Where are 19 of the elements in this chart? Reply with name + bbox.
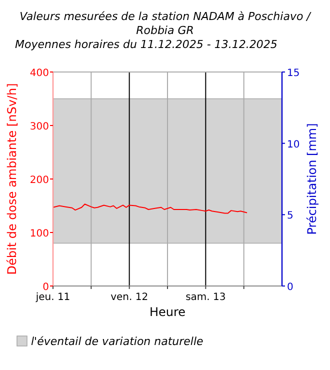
chart-subtitle: Moyennes horaires du 11.12.2025 - 13.12.2025 xyxy=(15,38,278,51)
y-tick-label: 200 xyxy=(30,175,49,186)
x-tick-label: ven. 12 xyxy=(110,292,148,303)
y-axis-title: Débit de dose ambiante [nSv/h] xyxy=(5,83,19,275)
y-tick-label: 300 xyxy=(30,122,49,132)
y-tick-label: 100 xyxy=(30,228,49,240)
y-tick-label: 0 xyxy=(42,282,49,293)
y2-axis-title: Précipitation [mm] xyxy=(305,123,319,235)
y2-tick-label: 0 xyxy=(287,282,294,293)
x-axis-title: Heure xyxy=(149,305,186,319)
y2-tick-label: 5 xyxy=(287,210,294,222)
x-tick-label: jeu. 11 xyxy=(34,292,70,303)
legend-label: l'éventail de variation naturelle xyxy=(31,335,204,348)
x-tick-label: sam. 13 xyxy=(186,292,226,303)
y2-tick-label: 10 xyxy=(287,139,300,150)
chart-title: Valeurs mesurées de la station NADAM à Poschiavo / Robbia GR xyxy=(20,10,312,37)
line-series xyxy=(52,204,248,214)
y-tick-label: 400 xyxy=(30,68,49,79)
y2-tick-label: 15 xyxy=(287,68,300,79)
